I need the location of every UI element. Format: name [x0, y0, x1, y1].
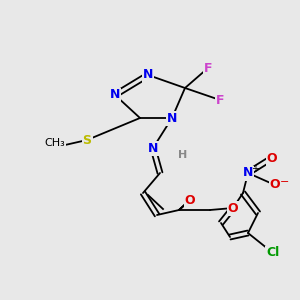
- Text: N: N: [243, 167, 253, 179]
- Text: O: O: [270, 178, 280, 191]
- Text: O: O: [185, 194, 195, 206]
- Text: Cl: Cl: [266, 247, 280, 260]
- Text: O: O: [267, 152, 277, 164]
- Text: N: N: [148, 142, 158, 154]
- Text: CH₃: CH₃: [45, 138, 65, 148]
- Text: N: N: [143, 68, 153, 82]
- Text: N: N: [110, 88, 120, 101]
- Text: N: N: [167, 112, 177, 124]
- Text: O: O: [228, 202, 238, 214]
- Text: +: +: [251, 164, 259, 174]
- Text: −: −: [280, 177, 290, 187]
- Text: F: F: [216, 94, 224, 106]
- Text: S: S: [82, 134, 91, 146]
- Text: H: H: [178, 150, 188, 160]
- Text: F: F: [204, 61, 212, 74]
